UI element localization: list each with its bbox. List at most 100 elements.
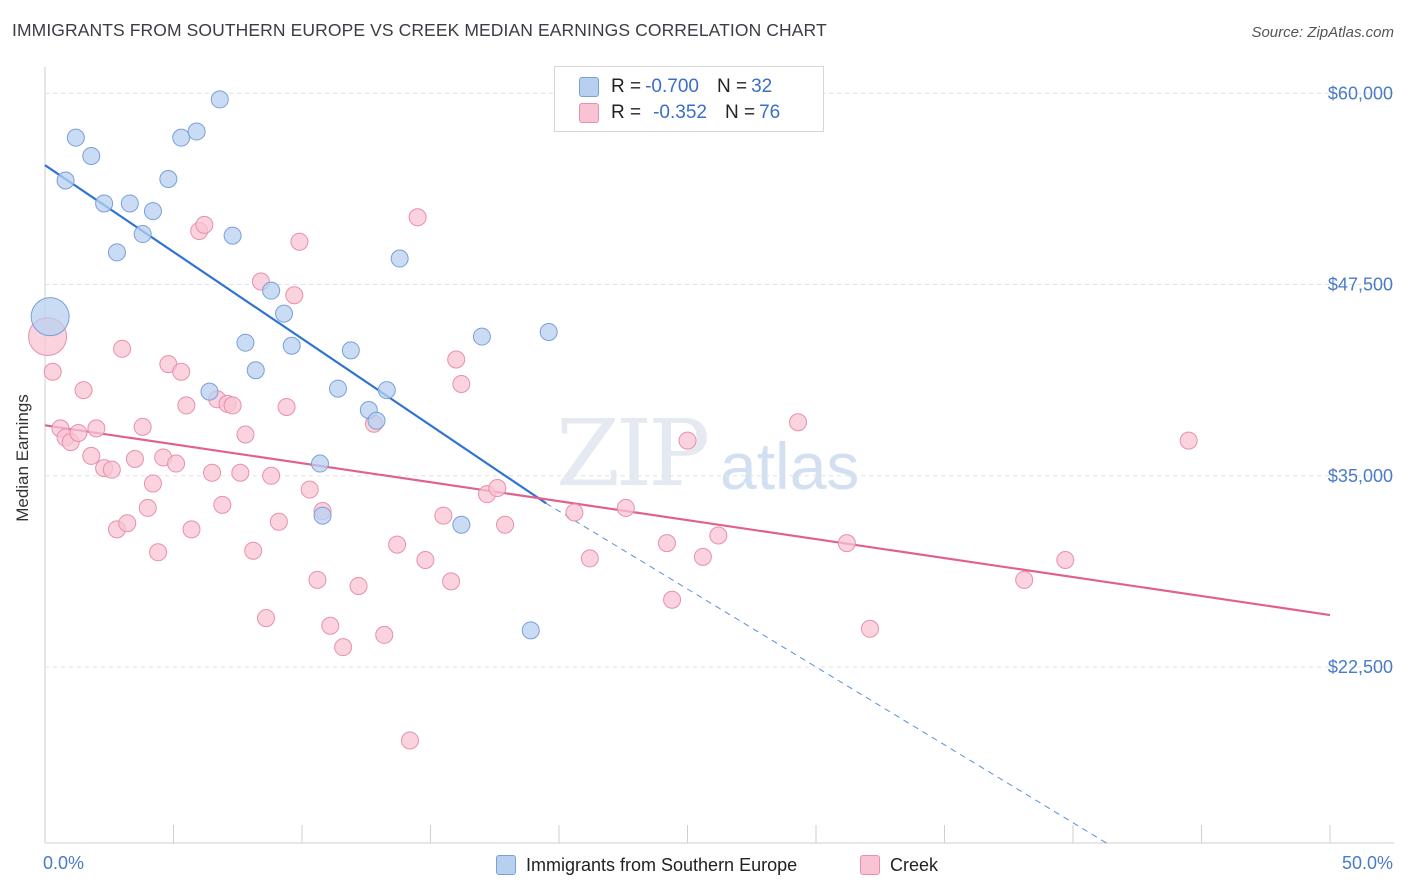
- point-creek: [87, 419, 106, 438]
- point-creek: [125, 449, 144, 468]
- point-creek: [388, 535, 407, 554]
- legend-item-creek: Creek: [860, 852, 938, 878]
- point-creek: [231, 463, 250, 482]
- point-creek: [860, 619, 879, 638]
- point-creek: [400, 731, 419, 750]
- point-creek: [74, 381, 93, 400]
- point-southern-europe: [133, 225, 152, 244]
- point-creek: [244, 541, 263, 560]
- legend-r-label: R =: [611, 102, 642, 123]
- point-creek: [285, 286, 304, 305]
- point-southern-europe: [275, 304, 294, 323]
- point-southern-europe: [328, 379, 347, 398]
- legend-item-southern-europe: Immigrants from Southern Europe: [496, 852, 797, 878]
- point-creek: [102, 460, 121, 479]
- point-southern-europe: [210, 90, 229, 109]
- point-creek: [223, 396, 242, 415]
- point-southern-europe: [313, 506, 332, 525]
- watermark-atlas: atlas: [720, 429, 860, 503]
- point-southern-europe: [262, 281, 281, 300]
- point-creek: [82, 446, 101, 465]
- point-creek: [375, 625, 394, 644]
- point-southern-europe: [539, 322, 558, 341]
- point-southern-europe: [452, 515, 471, 534]
- point-southern-europe: [310, 454, 329, 473]
- point-southern-europe: [472, 327, 491, 346]
- legend-r-value: -0.700: [645, 76, 699, 97]
- legend-r-value: -0.352: [653, 102, 707, 123]
- y-tick-label: $47,500: [1328, 275, 1393, 295]
- legend-label-creek: Creek: [890, 854, 939, 875]
- point-creek: [290, 232, 309, 251]
- point-creek: [334, 638, 353, 657]
- point-creek: [349, 576, 368, 595]
- legend-swatch-pink: [579, 103, 599, 123]
- source-note: Source: ZipAtlas.com: [1251, 24, 1394, 41]
- point-creek: [236, 425, 255, 444]
- point-creek: [182, 520, 201, 539]
- point-southern-europe: [95, 194, 114, 213]
- point-southern-europe: [282, 336, 301, 355]
- point-southern-europe: [236, 333, 255, 352]
- data-points: [28, 90, 1198, 750]
- point-creek: [300, 480, 319, 499]
- point-creek: [416, 550, 435, 569]
- y-tick-label: $22,500: [1328, 657, 1393, 677]
- trend-line-southern-europe-extrapolated: [545, 502, 1107, 844]
- point-creek: [452, 375, 471, 393]
- point-southern-europe: [143, 202, 162, 221]
- point-creek: [69, 423, 88, 442]
- y-tick-label: $35,000: [1328, 466, 1393, 486]
- legend-label-southern-europe: Immigrants from Southern Europe: [526, 854, 798, 875]
- point-creek: [269, 512, 288, 531]
- point-creek: [118, 514, 137, 533]
- y-axis-label: Median Earnings: [13, 394, 32, 522]
- point-creek: [1179, 431, 1198, 450]
- point-creek: [663, 590, 682, 609]
- point-creek: [565, 503, 584, 522]
- point-creek: [693, 547, 712, 566]
- legend-r-label: R =: [611, 76, 642, 97]
- point-creek: [203, 463, 222, 482]
- legend-swatch-pink: [860, 855, 880, 875]
- point-creek: [113, 339, 132, 358]
- point-creek: [678, 431, 697, 450]
- point-creek: [1015, 570, 1034, 589]
- grid-lines: [45, 92, 1394, 668]
- watermark-zip: ZIP: [556, 400, 710, 507]
- point-southern-europe: [107, 243, 126, 262]
- point-southern-europe: [521, 621, 540, 640]
- point-creek: [442, 572, 461, 591]
- point-southern-europe: [120, 194, 139, 213]
- point-southern-europe: [172, 128, 191, 147]
- legend-n-value: 76: [759, 102, 781, 123]
- x-tick-label: 0.0%: [43, 853, 84, 873]
- point-creek: [580, 549, 599, 568]
- point-southern-europe: [82, 147, 101, 166]
- point-creek: [434, 506, 453, 525]
- point-creek: [447, 350, 466, 369]
- point-southern-europe: [390, 249, 409, 268]
- point-creek: [308, 570, 327, 589]
- point-creek: [837, 534, 856, 553]
- point-creek: [488, 479, 507, 498]
- point-creek: [262, 466, 281, 485]
- point-creek: [321, 616, 340, 635]
- point-southern-europe: [30, 297, 70, 337]
- point-creek: [1056, 550, 1075, 569]
- point-southern-europe: [223, 226, 242, 245]
- point-creek: [789, 413, 808, 432]
- point-creek: [177, 396, 196, 415]
- point-creek: [257, 609, 276, 628]
- point-creek: [277, 397, 296, 416]
- point-creek: [149, 543, 168, 562]
- point-southern-europe: [341, 341, 360, 360]
- trend-line-southern-europe: [44, 164, 547, 505]
- point-creek: [43, 362, 62, 381]
- legend-n-value: 32: [751, 76, 773, 97]
- point-creek: [408, 208, 427, 227]
- legend-row-southern-europe: R = -0.700 N = 32: [579, 75, 772, 99]
- tick-labels: $22,500 $35,000 $47,500 $60,000 0.0% 50.0%: [43, 83, 1393, 873]
- point-southern-europe: [159, 169, 178, 188]
